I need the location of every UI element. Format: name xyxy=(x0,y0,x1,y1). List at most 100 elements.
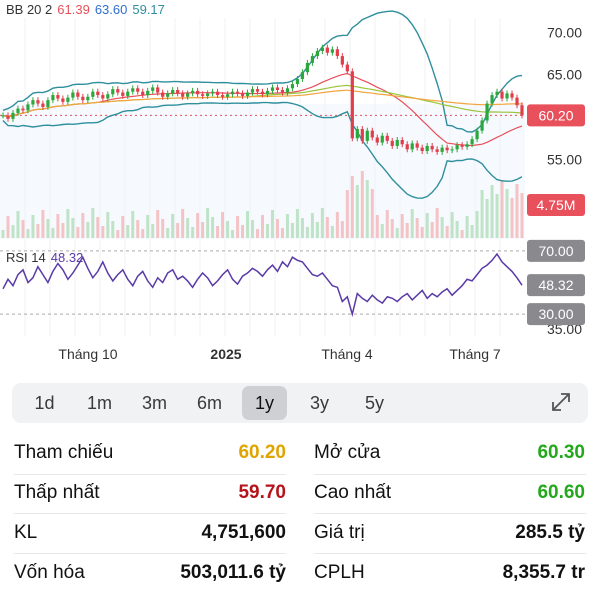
volume-bar xyxy=(300,218,304,238)
volume-bar xyxy=(350,176,354,238)
volume-bar xyxy=(305,227,309,238)
volume-bar xyxy=(221,212,225,238)
expand-icon[interactable] xyxy=(550,391,572,413)
volume-bar xyxy=(435,208,439,238)
candle-body xyxy=(395,140,399,146)
rsi-70-tag-text: 70.00 xyxy=(538,243,573,259)
candle-body xyxy=(245,92,250,96)
price-chart[interactable]: 70.0065.0055.0045.0035.0060.204.75M70.00… xyxy=(0,0,600,375)
volume-bar xyxy=(41,210,45,238)
volume-bar xyxy=(325,217,329,238)
candle-body xyxy=(31,100,35,105)
volume-bar xyxy=(121,216,125,238)
candle-body xyxy=(505,93,509,99)
volume-bar xyxy=(156,210,160,238)
bb-lower-line xyxy=(2,101,523,199)
volume-bar xyxy=(51,228,55,238)
candle-body xyxy=(320,47,324,52)
volume-bar xyxy=(490,185,494,238)
rsi-line xyxy=(2,252,523,318)
candle-body xyxy=(136,88,140,92)
rsi-70-tag-bg xyxy=(527,239,585,262)
von-hoa-value: 503,011.6 tỷ xyxy=(180,562,286,583)
cplh-label: CPLH xyxy=(314,562,365,583)
rsi-30-tag-text: 30.00 xyxy=(538,306,573,322)
volume-bar xyxy=(485,199,489,238)
candle-body xyxy=(310,56,315,63)
divider xyxy=(14,513,286,514)
candle-body xyxy=(305,62,310,73)
volume-bar xyxy=(6,216,10,238)
candle-body xyxy=(335,49,339,57)
candle-body xyxy=(1,115,5,117)
candle-body xyxy=(166,93,170,97)
range-tab-3m[interactable]: 3m xyxy=(141,392,167,413)
volume-bar xyxy=(450,212,454,238)
price-axis-tick: 65.00 xyxy=(547,67,582,83)
price-tag-bg xyxy=(527,104,585,127)
candle-body xyxy=(325,47,329,53)
range-tab-1d[interactable]: 1d xyxy=(34,392,55,413)
volume-bar xyxy=(226,221,230,238)
volume-bar xyxy=(515,184,519,238)
volume-bar xyxy=(440,217,444,238)
candle-body xyxy=(46,100,50,107)
candle-body xyxy=(176,89,180,94)
volume-bar xyxy=(91,208,95,238)
volume-bar xyxy=(425,213,429,238)
volume-bar xyxy=(236,216,240,238)
volume-bar xyxy=(106,212,110,238)
divider xyxy=(314,553,586,554)
rsi-value-tag-text: 48.32 xyxy=(538,277,573,293)
stats-row-4: Vốn hóa 503,011.6 tỷ CPLH 8,355.7 tr xyxy=(0,554,600,592)
volume-bar xyxy=(360,171,364,238)
candle-body xyxy=(405,144,409,150)
candle-body xyxy=(66,97,70,102)
volume-bar xyxy=(340,221,344,238)
candle-body xyxy=(340,56,344,65)
bb-label: BB 20 2 61.39 63.60 59.17 xyxy=(6,2,165,17)
volume-bar xyxy=(285,214,289,238)
volume-bar xyxy=(310,213,314,238)
volume-bar xyxy=(66,209,70,238)
candle-body xyxy=(390,140,394,146)
divider xyxy=(314,513,586,514)
candle-body xyxy=(415,143,419,148)
volume-bar xyxy=(56,214,60,238)
volume-bar xyxy=(370,189,374,238)
candle-body xyxy=(280,89,285,93)
candle-body xyxy=(420,147,424,152)
range-tab-bar: 1d 1m 3m 6m 1y 3y 5y xyxy=(12,383,588,423)
candle-body xyxy=(400,140,404,145)
volume-bar xyxy=(455,221,459,238)
volume-bar xyxy=(510,198,514,238)
volume-bar xyxy=(231,230,235,238)
candle-body xyxy=(235,91,240,94)
volume-bar xyxy=(131,211,135,238)
volume-bar xyxy=(475,211,479,238)
candle-body xyxy=(206,93,210,96)
candle-body xyxy=(500,91,504,99)
range-tab-3y[interactable]: 3y xyxy=(309,392,329,413)
candle-body xyxy=(490,95,494,104)
volume-bar xyxy=(216,226,220,238)
volume-bar xyxy=(520,193,524,238)
candle-body xyxy=(61,98,65,102)
range-tab-6m[interactable]: 6m xyxy=(196,392,222,413)
price-tag: 60.20 xyxy=(527,104,585,127)
range-tab-1m[interactable]: 1m xyxy=(86,392,112,413)
volume-bar xyxy=(375,215,379,238)
mo-cua-value: 60.30 xyxy=(537,442,585,463)
candle-body xyxy=(91,91,95,97)
volume-bar xyxy=(241,225,245,238)
volume-bar xyxy=(405,223,409,238)
candle-body xyxy=(225,94,230,97)
range-tab-1y[interactable]: 1y xyxy=(242,386,287,420)
mo-cua-label: Mở cửa xyxy=(314,442,381,463)
volume-bar xyxy=(191,227,195,238)
range-tab-5y[interactable]: 5y xyxy=(364,392,384,413)
candle-body xyxy=(96,91,100,96)
candle-body xyxy=(515,97,519,106)
candle-body xyxy=(510,93,514,98)
volume-bar xyxy=(26,229,30,238)
